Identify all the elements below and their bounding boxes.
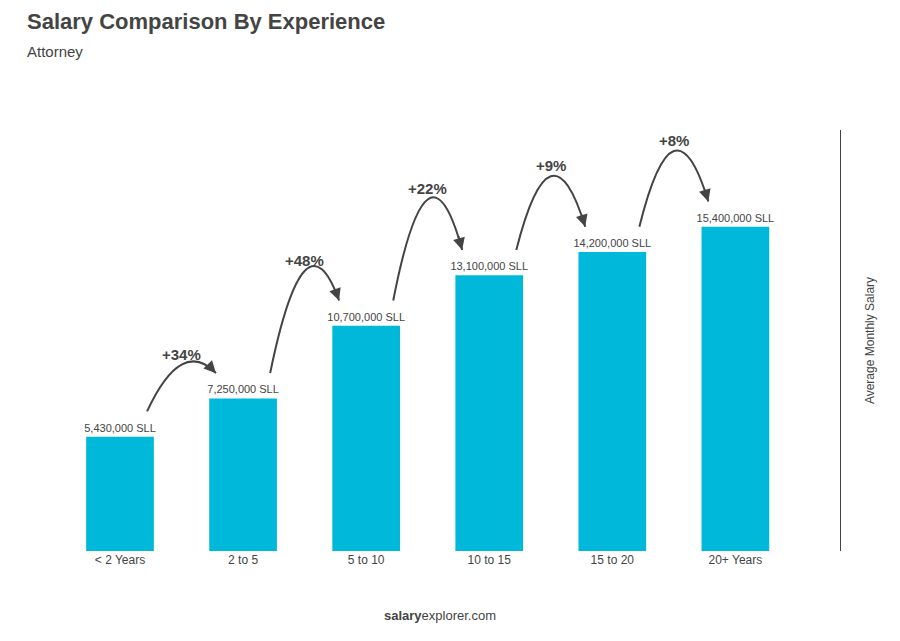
svg-text:Salary Comparison By Experienc: Salary Comparison By ExperienceAttorney <box>27 9 385 61</box>
svg-text:15,400,000 SLL: 15,400,000 SLL <box>697 212 775 224</box>
svg-text:10,700,000 SLL: 10,700,000 SLL <box>327 311 405 323</box>
svg-text:2 to 5: 2 to 5 <box>228 553 258 567</box>
svg-text:+22%: +22% <box>408 180 447 197</box>
svg-text:15 to 20: 15 to 20 <box>591 553 635 567</box>
svg-text:14,200,000 SLL: 14,200,000 SLL <box>573 237 651 249</box>
svg-text:salaryexplorer.com: salaryexplorer.com <box>384 608 496 623</box>
svg-text:+8%: +8% <box>659 132 689 149</box>
svg-text:+9%: +9% <box>536 157 566 174</box>
svg-text:13,100,000 SLL: 13,100,000 SLL <box>450 260 528 272</box>
svg-text:Average Monthly Salary: Average Monthly Salary <box>863 277 877 404</box>
svg-text:+48%: +48% <box>285 252 324 269</box>
svg-text:20+ Years: 20+ Years <box>709 553 763 567</box>
svg-text:10 to 15: 10 to 15 <box>468 553 512 567</box>
svg-text:< 2 Years: < 2 Years <box>95 553 145 567</box>
svg-text:5,430,000 SLL: 5,430,000 SLL <box>84 422 156 434</box>
svg-text:7,250,000 SLL: 7,250,000 SLL <box>207 383 279 395</box>
svg-text:+34%: +34% <box>162 346 201 363</box>
svg-text:5 to 10: 5 to 10 <box>348 553 385 567</box>
